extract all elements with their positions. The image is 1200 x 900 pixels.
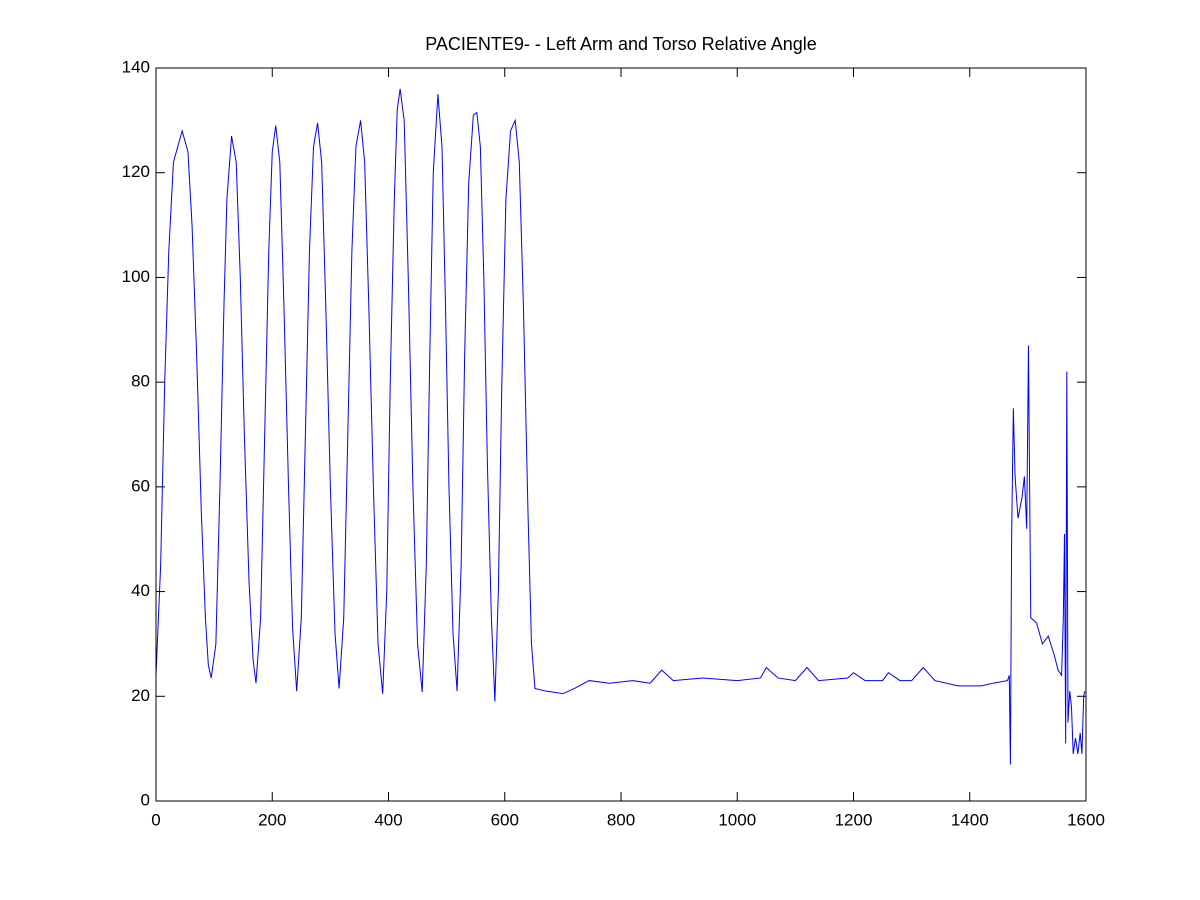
x-tick-label: 400: [374, 810, 402, 829]
x-tick-label: 0: [151, 810, 160, 829]
x-tick-label: 1400: [951, 810, 989, 829]
x-tick-label: 600: [491, 810, 519, 829]
y-tick-label: 60: [131, 476, 150, 495]
y-tick-label: 100: [122, 267, 150, 286]
x-tick-label: 200: [258, 810, 286, 829]
x-tick-label: 800: [607, 810, 635, 829]
y-tick-label: 120: [122, 162, 150, 181]
x-tick-label: 1000: [718, 810, 756, 829]
y-tick-label: 0: [141, 790, 150, 809]
chart-title: PACIENTE9- - Left Arm and Torso Relative…: [425, 34, 817, 54]
y-tick-label: 140: [122, 57, 150, 76]
x-tick-label: 1200: [835, 810, 873, 829]
y-tick-label: 20: [131, 686, 150, 705]
data-line: [155, 88, 1086, 765]
y-tick-label: 80: [131, 372, 150, 391]
x-tick-label: 1600: [1067, 810, 1105, 829]
y-tick-label: 40: [131, 581, 150, 600]
